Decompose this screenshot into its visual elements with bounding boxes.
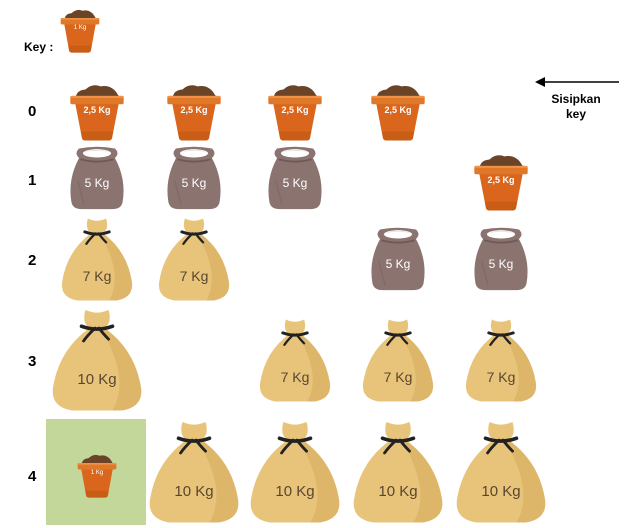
weight-label: 1 Kg [90, 470, 104, 477]
row-0-item-0: 2,5 Kg [68, 79, 126, 141]
weight-label: 10 Kg [481, 482, 521, 500]
row-2-item-1: 7 Kg [156, 217, 232, 305]
weight-label: 2,5 Kg [180, 105, 208, 116]
row-label-1: 1 [28, 172, 37, 189]
pot-icon [371, 85, 425, 141]
row-0-item-1: 2,5 Kg [165, 79, 223, 141]
weight-label: 7 Kg [486, 369, 516, 386]
pot-icon [77, 454, 117, 498]
weight-label: 7 Kg [383, 369, 413, 386]
weight-label: 10 Kg [174, 482, 214, 500]
row-1-item-1: 5 Kg [162, 145, 226, 215]
weight-label: 1 Kg [73, 25, 87, 32]
weight-label: 5 Kg [181, 175, 207, 190]
row-2-item-3: 5 Kg [366, 226, 430, 296]
bag-icon [353, 421, 443, 523]
row-2-item-4: 5 Kg [469, 226, 533, 296]
row-3-item-4: 7 Kg [463, 318, 539, 406]
key-label: Key : [24, 40, 54, 54]
row-3-item-3: 7 Kg [360, 318, 436, 406]
weight-label: 7 Kg [179, 268, 209, 285]
weight-label: 5 Kg [488, 256, 514, 271]
key-item: 1 Kg [59, 5, 101, 53]
pot-icon [60, 9, 100, 53]
sack-icon [474, 227, 528, 291]
weight-label: 2,5 Kg [384, 105, 412, 116]
bag-icon [52, 309, 142, 411]
row-3-item-0: 10 Kg [49, 308, 145, 416]
row-1-item-0: 5 Kg [65, 145, 129, 215]
bag-icon [158, 218, 230, 301]
sack-icon [371, 227, 425, 291]
row-label-3: 3 [28, 353, 37, 370]
sack-icon [268, 146, 322, 210]
row-4-item-0: 1 Kg [76, 450, 118, 498]
weight-label: 2,5 Kg [487, 175, 515, 186]
weight-label: 10 Kg [275, 482, 315, 500]
weight-label: 10 Kg [77, 370, 117, 388]
row-label-4: 4 [28, 468, 37, 485]
insert-note: Sisipkan key [546, 92, 606, 122]
bag-icon [61, 218, 133, 301]
row-1-item-4: 2,5 Kg [472, 149, 530, 211]
row-4-item-3: 10 Kg [350, 420, 446, 528]
row-1-item-2: 5 Kg [263, 145, 327, 215]
weight-label: 7 Kg [82, 268, 112, 285]
row-0-item-3: 2,5 Kg [369, 79, 427, 141]
row-4-item-2: 10 Kg [247, 420, 343, 528]
weight-label: 2,5 Kg [281, 105, 309, 116]
bag-icon [259, 319, 331, 402]
weight-label: 5 Kg [282, 175, 308, 190]
bag-icon [149, 421, 239, 523]
row-3-item-2: 7 Kg [257, 318, 333, 406]
row-2-item-0: 7 Kg [59, 217, 135, 305]
row-label-2: 2 [28, 252, 37, 269]
row-label-0: 0 [28, 103, 37, 120]
sack-icon [70, 146, 124, 210]
row-0-item-2: 2,5 Kg [266, 79, 324, 141]
insert-arrow-icon [535, 77, 619, 87]
weight-label: 2,5 Kg [83, 105, 111, 116]
bag-icon [362, 319, 434, 402]
pot-icon [167, 85, 221, 141]
weight-label: 10 Kg [378, 482, 418, 500]
sack-icon [167, 146, 221, 210]
row-4-item-4: 10 Kg [453, 420, 549, 528]
weight-label: 5 Kg [385, 256, 411, 271]
bag-icon [250, 421, 340, 523]
weight-label: 7 Kg [280, 369, 310, 386]
insert-note-line1: Sisipkan [551, 92, 601, 106]
pot-icon [268, 85, 322, 141]
row-4-item-1: 10 Kg [146, 420, 242, 528]
pot-icon [70, 85, 124, 141]
bag-icon [456, 421, 546, 523]
weight-label: 5 Kg [84, 175, 110, 190]
pot-icon [474, 155, 528, 211]
bag-icon [465, 319, 537, 402]
insert-note-line2: key [565, 107, 587, 121]
